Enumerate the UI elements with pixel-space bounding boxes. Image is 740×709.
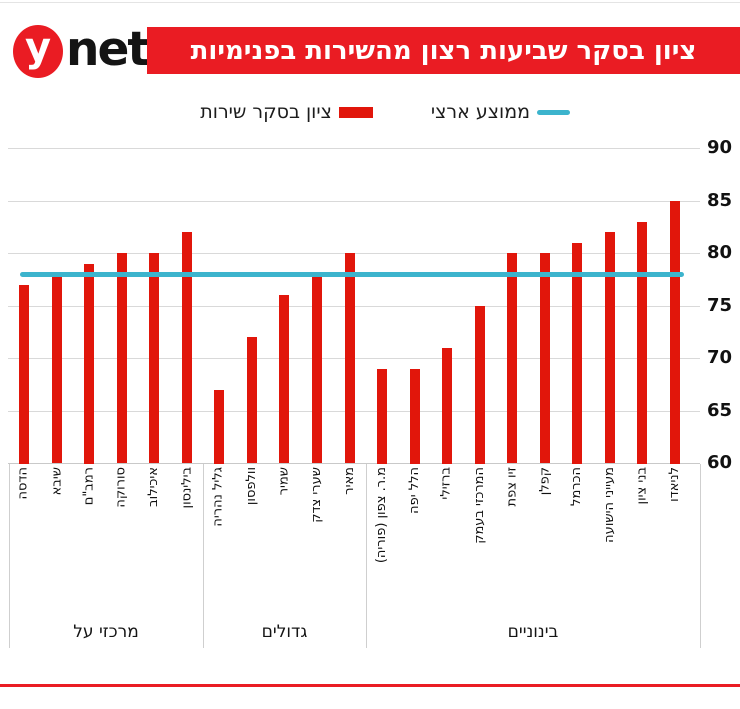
legend-item-average: ממוצע ארצי [431, 101, 570, 123]
bar-label: לניאדו [667, 467, 682, 502]
gridline [8, 148, 700, 149]
ynet-logo-y: y [24, 25, 52, 71]
bar-label: שיבא [49, 467, 64, 496]
bar [345, 253, 355, 463]
bar [279, 295, 289, 463]
gridline [8, 463, 700, 464]
top-divider [0, 2, 740, 3]
bar-label: הלל יפה [407, 467, 422, 514]
group-divider [700, 464, 701, 648]
y-tick-label: 90 [707, 137, 733, 158]
bar-label: זיו צפת [504, 467, 519, 507]
legend-item-score: ציון בסקר שירות [200, 101, 373, 123]
bar [247, 337, 257, 463]
bar-label: המרכזי בעמק [472, 467, 487, 544]
bar [149, 253, 159, 463]
bar [312, 274, 322, 463]
chart-legend: ממוצע ארצי ציון בסקר שירות [200, 101, 570, 123]
bar-label: קפלן [537, 467, 552, 496]
legend-average-label: ממוצע ארצי [430, 101, 530, 123]
bottom-red-rule [0, 684, 740, 687]
bar [670, 201, 680, 464]
bar [214, 390, 224, 464]
bar-label: שמיר [276, 467, 291, 496]
group-divider [366, 464, 367, 648]
bar [507, 253, 517, 463]
bar-label: הדסה [16, 467, 31, 500]
bar [182, 232, 192, 463]
group-label: גדולים [261, 622, 308, 642]
bar-label: וולפסון [244, 467, 259, 506]
bar-label: סורוקה [114, 467, 129, 508]
group-label: בינוניים [507, 622, 559, 642]
bar-label: מאיר [342, 467, 357, 495]
bar [572, 243, 582, 464]
title-banner: ציון בסקר שביעות רצון מהשירות בפנימיות [147, 27, 740, 74]
bar-label: הכרמל [569, 467, 584, 506]
bar-label: שערי צדק [309, 467, 324, 523]
y-tick-label: 60 [707, 452, 733, 473]
page-title: ציון בסקר שביעות רצון מהשירות בפנימיות [190, 35, 697, 66]
bar-label: בני ציון [634, 467, 649, 505]
bar [540, 253, 550, 463]
bar [442, 348, 452, 464]
y-tick-label: 65 [707, 400, 733, 421]
bar-label: בילינסון [179, 467, 194, 509]
group-label: מרכזי על [73, 622, 139, 642]
y-tick-label: 85 [707, 190, 733, 211]
bar-label: מעייני הישועה [602, 467, 617, 543]
y-tick-label: 75 [707, 295, 733, 316]
average-line [20, 272, 684, 277]
ynet-logo-net: net [66, 21, 150, 77]
ynet-logo-circle: y [13, 24, 63, 78]
bar [84, 264, 94, 464]
y-tick-label: 70 [707, 347, 733, 368]
bar [52, 274, 62, 463]
bar [377, 369, 387, 464]
group-divider [9, 464, 10, 648]
bar-label: רמב"ם [81, 467, 96, 506]
average-line-swatch-icon [537, 109, 570, 115]
bar-label: ברזילי [439, 467, 454, 500]
y-tick-label: 80 [707, 242, 733, 263]
bar [410, 369, 420, 464]
gridline [8, 201, 700, 202]
bar [19, 285, 29, 464]
group-divider [203, 464, 204, 648]
bar [117, 253, 127, 463]
bar [605, 232, 615, 463]
bar-swatch-icon [338, 106, 373, 118]
bar [475, 306, 485, 464]
legend-score-label: ציון בסקר שירות [200, 101, 332, 123]
bar-label: איכילוב [146, 467, 161, 507]
ynet-logo: y net [13, 21, 150, 78]
bar-label: גליל נהריה [211, 467, 226, 527]
bar-label: מ.ר. צפון (פוריה) [374, 467, 389, 564]
bar [637, 222, 647, 464]
